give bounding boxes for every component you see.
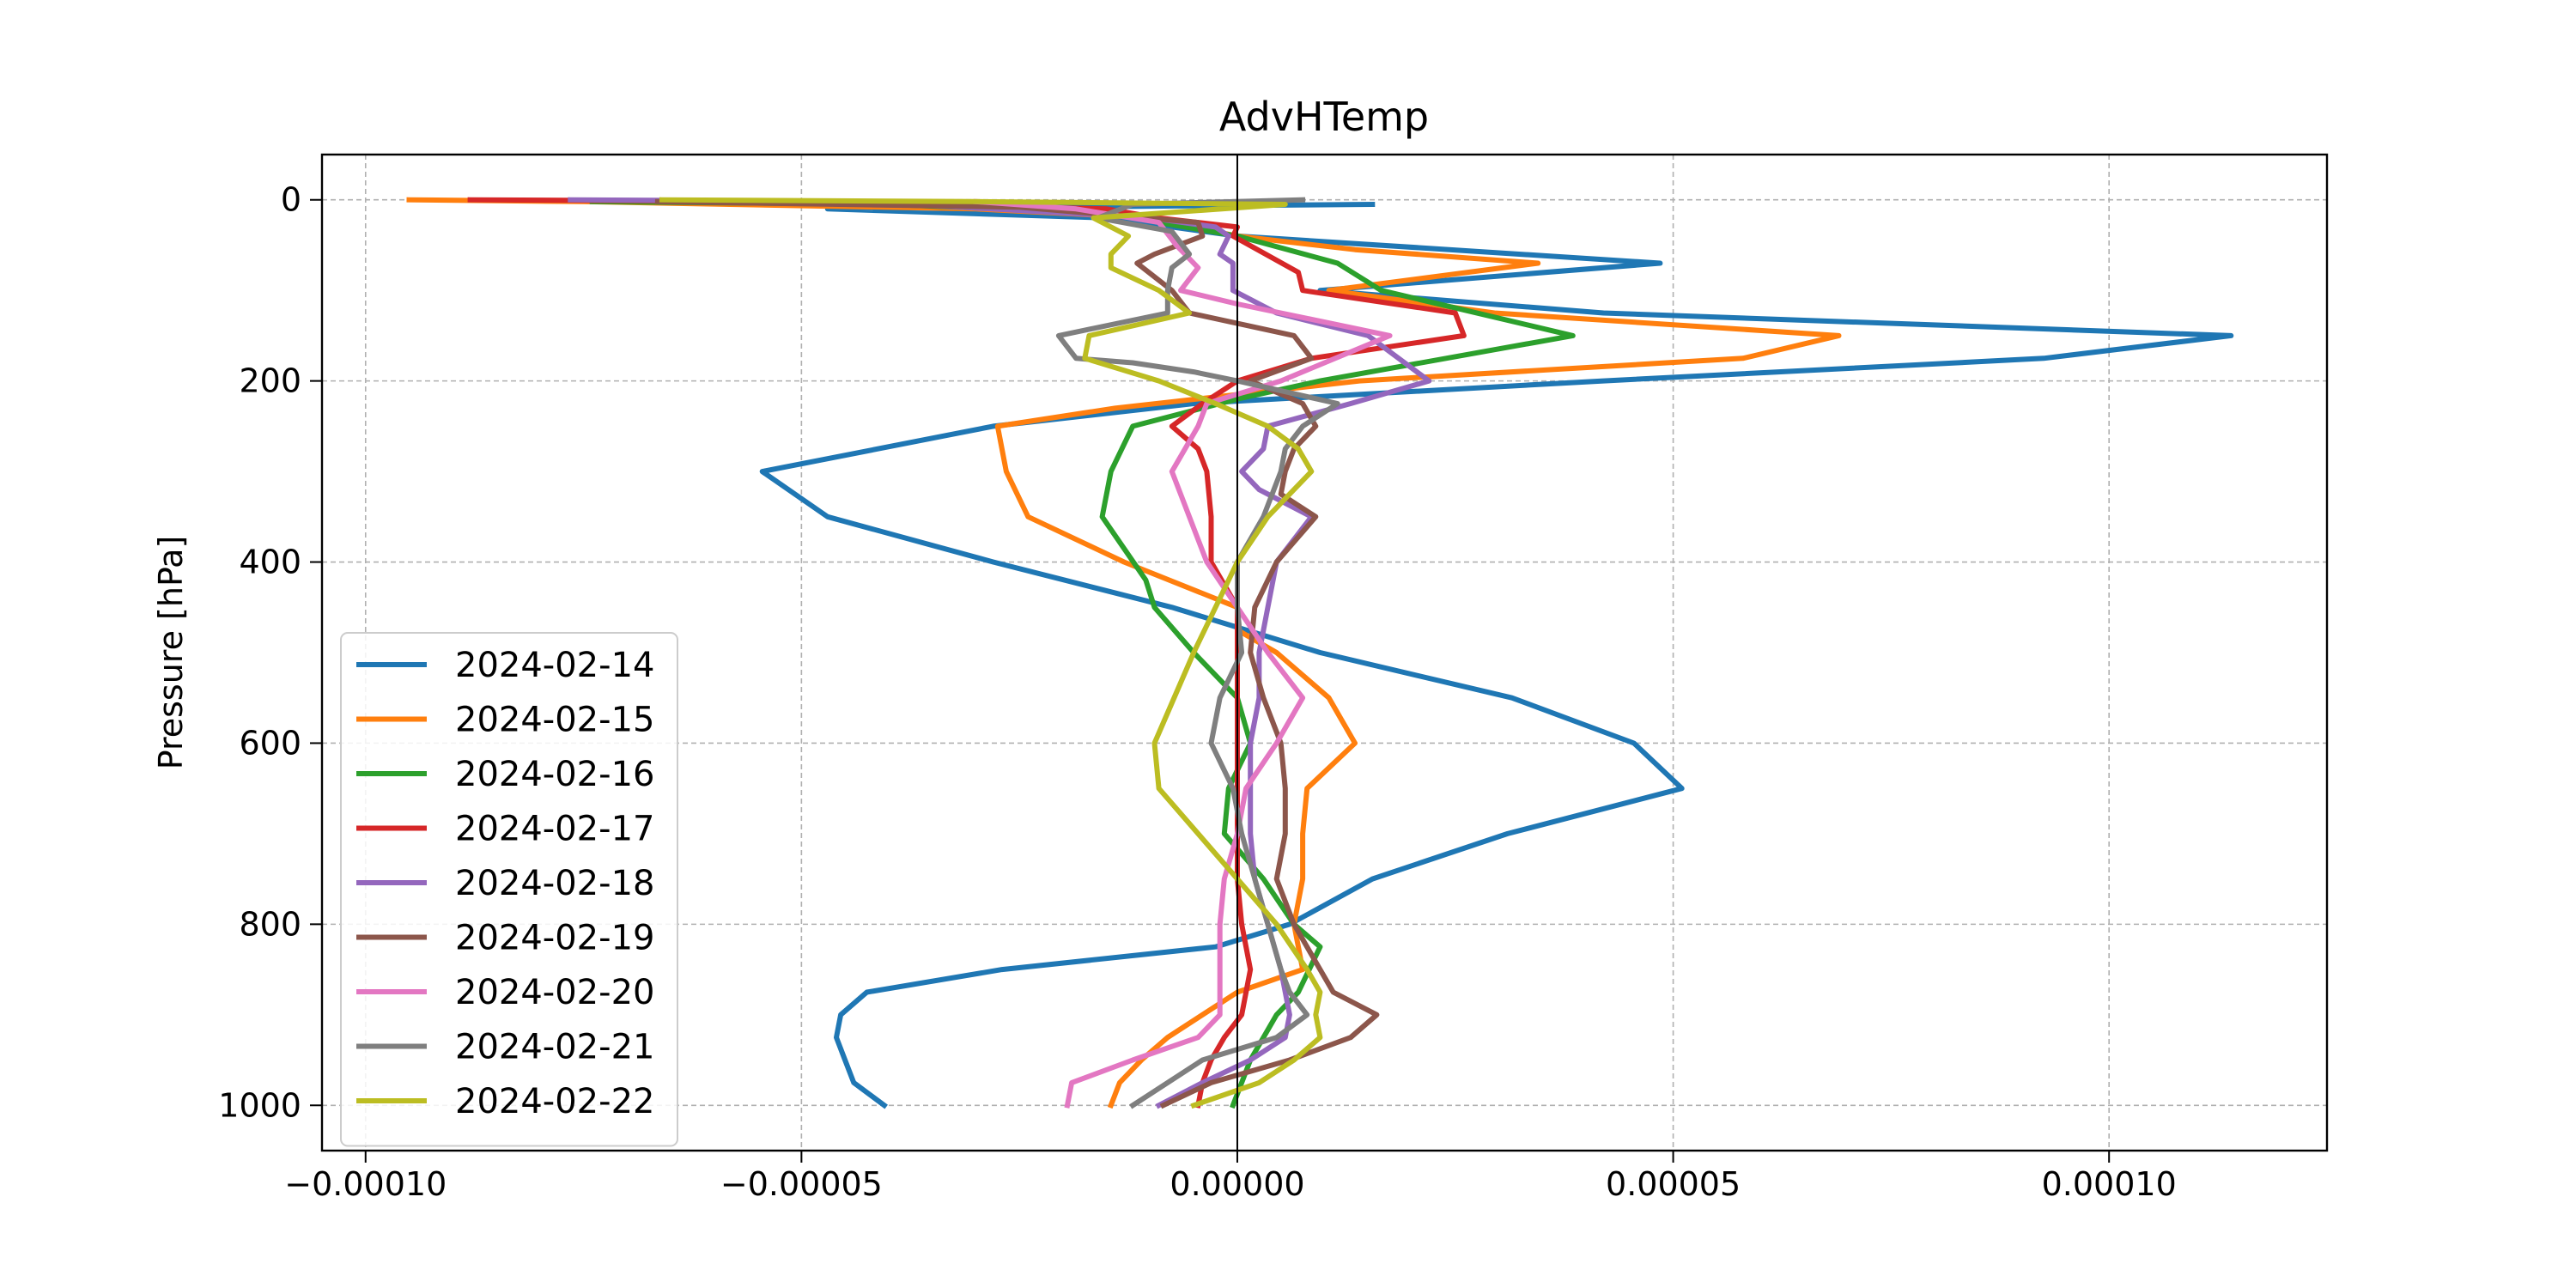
x-tick-label: −0.00005	[720, 1165, 883, 1203]
x-tick-label: −0.00010	[284, 1165, 447, 1203]
plot-frame	[320, 153, 2329, 1152]
y-tick-label: 600	[239, 724, 301, 762]
legend-label: 2024-02-17	[455, 810, 654, 849]
legend-label: 2024-02-16	[455, 755, 654, 794]
legend-label: 2024-02-22	[455, 1082, 654, 1121]
legend-label: 2024-02-14	[455, 646, 654, 685]
series-line-2024-02-20	[973, 198, 1393, 1109]
x-tick-label: 0.00010	[2042, 1165, 2177, 1203]
grid	[322, 155, 2327, 1151]
series-lines	[406, 155, 2234, 1151]
y-tick-label: 400	[239, 544, 301, 581]
x-tick-label: 0.00000	[1170, 1165, 1304, 1203]
legend-label: 2024-02-15	[455, 701, 654, 740]
series-line-2024-02-22	[659, 197, 1323, 1109]
y-tick-label: 1000	[218, 1086, 301, 1124]
chart-title: AdvHTemp	[1219, 94, 1429, 140]
y-tick-label: 200	[239, 362, 301, 400]
legend-label: 2024-02-20	[455, 973, 654, 1012]
series-line-2024-02-17	[467, 197, 1467, 1109]
x-tick-label: 0.00005	[1606, 1165, 1741, 1203]
legend-box	[340, 632, 678, 1147]
series-line-2024-02-21	[1055, 197, 1340, 1109]
series-line-2024-02-19	[654, 198, 1380, 1109]
series-line-2024-02-15	[406, 197, 1842, 1109]
y-tick-label: 800	[239, 905, 301, 943]
axis-ticks: −0.00010 −0.00005 0.00000 0.00005 0.00010 0 20…	[218, 181, 2176, 1203]
y-tick-label: 0	[281, 181, 301, 219]
legend-label: 2024-02-18	[455, 864, 654, 903]
legend: 2024-02-14 2024-02-15 2024-02-16 2024-02-17…	[340, 632, 678, 1147]
legend-label: 2024-02-21	[455, 1028, 654, 1067]
legend-label: 2024-02-19	[455, 919, 654, 958]
series-line-2024-02-16	[589, 198, 1576, 1109]
y-axis-label: Pressure [hPa]	[152, 536, 190, 770]
